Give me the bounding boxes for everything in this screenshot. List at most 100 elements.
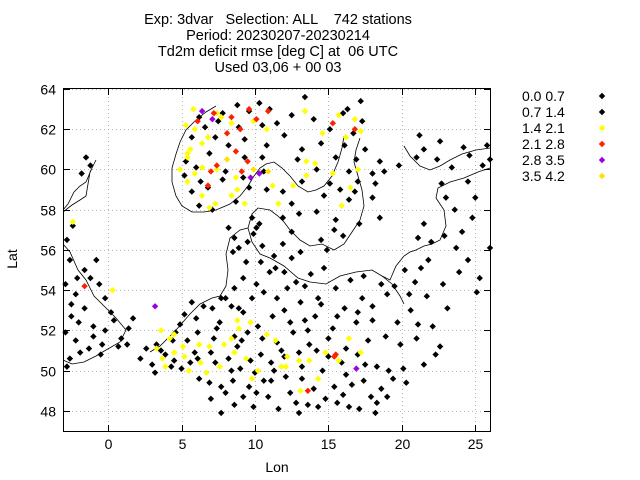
station-point-1: [423, 293, 431, 300]
station-point-3: [303, 172, 310, 179]
station-point-1: [354, 309, 361, 316]
station-point-1: [247, 357, 254, 364]
station-point-1: [253, 389, 260, 396]
station-point-1: [222, 295, 229, 302]
station-point-3: [184, 150, 191, 157]
station-point-1: [476, 274, 483, 282]
station-point-3: [220, 341, 228, 348]
station-point-1: [385, 367, 392, 374]
station-point-3: [322, 349, 329, 356]
station-point-3: [206, 204, 213, 211]
station-point-1: [253, 224, 260, 232]
legend-marker-5: [598, 156, 606, 164]
station-point-1: [212, 359, 219, 366]
station-point-1: [248, 295, 256, 302]
station-point-1: [275, 405, 282, 413]
station-point-1: [240, 309, 247, 316]
station-point-1: [278, 347, 285, 354]
station-point-1: [241, 154, 248, 161]
station-point-1: [378, 385, 385, 392]
station-point-1: [345, 196, 353, 203]
station-point-1: [360, 377, 367, 384]
y-tick-label: 64: [40, 82, 56, 98]
station-point-4: [253, 115, 260, 123]
station-point-1: [313, 208, 320, 215]
station-point-1: [168, 363, 175, 370]
station-point-3: [241, 200, 248, 207]
legend-marker-3: [598, 124, 606, 132]
station-point-1: [225, 355, 232, 362]
x-tick-label: 10: [248, 436, 264, 452]
station-point-1: [325, 335, 332, 342]
station-point-1: [433, 156, 441, 163]
station-point-1: [97, 351, 104, 358]
station-point-1: [289, 329, 297, 336]
station-point-1: [345, 168, 353, 175]
station-point-1: [210, 335, 218, 342]
station-point-3: [282, 363, 290, 370]
station-point-1: [206, 379, 213, 386]
station-point-1: [473, 288, 480, 296]
station-point-1: [282, 373, 290, 380]
station-point-1: [215, 117, 222, 125]
station-point-3: [228, 335, 235, 342]
station-point-1: [428, 238, 435, 246]
station-point-1: [306, 341, 313, 348]
legend-marker-1: [598, 92, 606, 100]
station-point-3: [311, 160, 319, 167]
station-point-3: [69, 218, 77, 225]
station-point-1: [68, 313, 75, 320]
station-point-1: [213, 325, 220, 332]
station-point-1: [66, 355, 74, 362]
station-point-1: [436, 138, 444, 145]
station-point-1: [378, 280, 385, 288]
station-point-1: [304, 401, 312, 409]
station-point-1: [414, 321, 422, 328]
station-point-3: [354, 166, 361, 173]
station-point-1: [451, 206, 458, 213]
x-axis-label: Lon: [265, 459, 288, 475]
station-point-1: [184, 337, 191, 344]
station-point-4: [304, 387, 312, 394]
station-point-1: [287, 389, 294, 396]
station-point-1: [354, 178, 361, 185]
station-point-1: [194, 329, 201, 336]
station-point-1: [460, 144, 467, 151]
y-tick-label: 48: [40, 404, 56, 420]
station-point-1: [342, 345, 350, 352]
station-point-1: [458, 228, 466, 236]
station-point-1: [314, 295, 322, 302]
station-point-1: [284, 284, 291, 292]
station-point-1: [397, 341, 404, 348]
station-point-1: [82, 154, 90, 161]
station-point-1: [269, 313, 276, 320]
station-point-1: [483, 142, 491, 149]
station-point-1: [231, 234, 238, 242]
station-point-1: [259, 122, 266, 129]
station-point-3: [228, 192, 235, 199]
station-point-3: [109, 286, 116, 294]
station-point-3: [335, 357, 342, 364]
station-point-6: [264, 168, 272, 175]
station-point-1: [242, 258, 250, 266]
station-point-3: [170, 349, 178, 356]
station-point-1: [336, 186, 344, 193]
station-point-1: [341, 305, 348, 312]
station-point-4: [204, 182, 212, 189]
station-point-1: [228, 367, 235, 374]
station-point-3: [213, 166, 220, 173]
station-point-4: [228, 113, 235, 121]
y-tick-label: 58: [40, 203, 56, 219]
station-point-3: [187, 146, 194, 153]
station-point-4: [238, 168, 245, 175]
station-point-1: [245, 383, 253, 390]
station-point-1: [320, 264, 328, 272]
station-point-3: [357, 128, 364, 135]
station-point-1: [281, 268, 288, 276]
station-point-1: [351, 188, 359, 195]
station-point-3: [319, 130, 326, 137]
station-point-4: [207, 168, 215, 175]
coastline-map: [62, 105, 491, 365]
station-point-3: [284, 353, 291, 360]
station-point-1: [228, 303, 235, 310]
